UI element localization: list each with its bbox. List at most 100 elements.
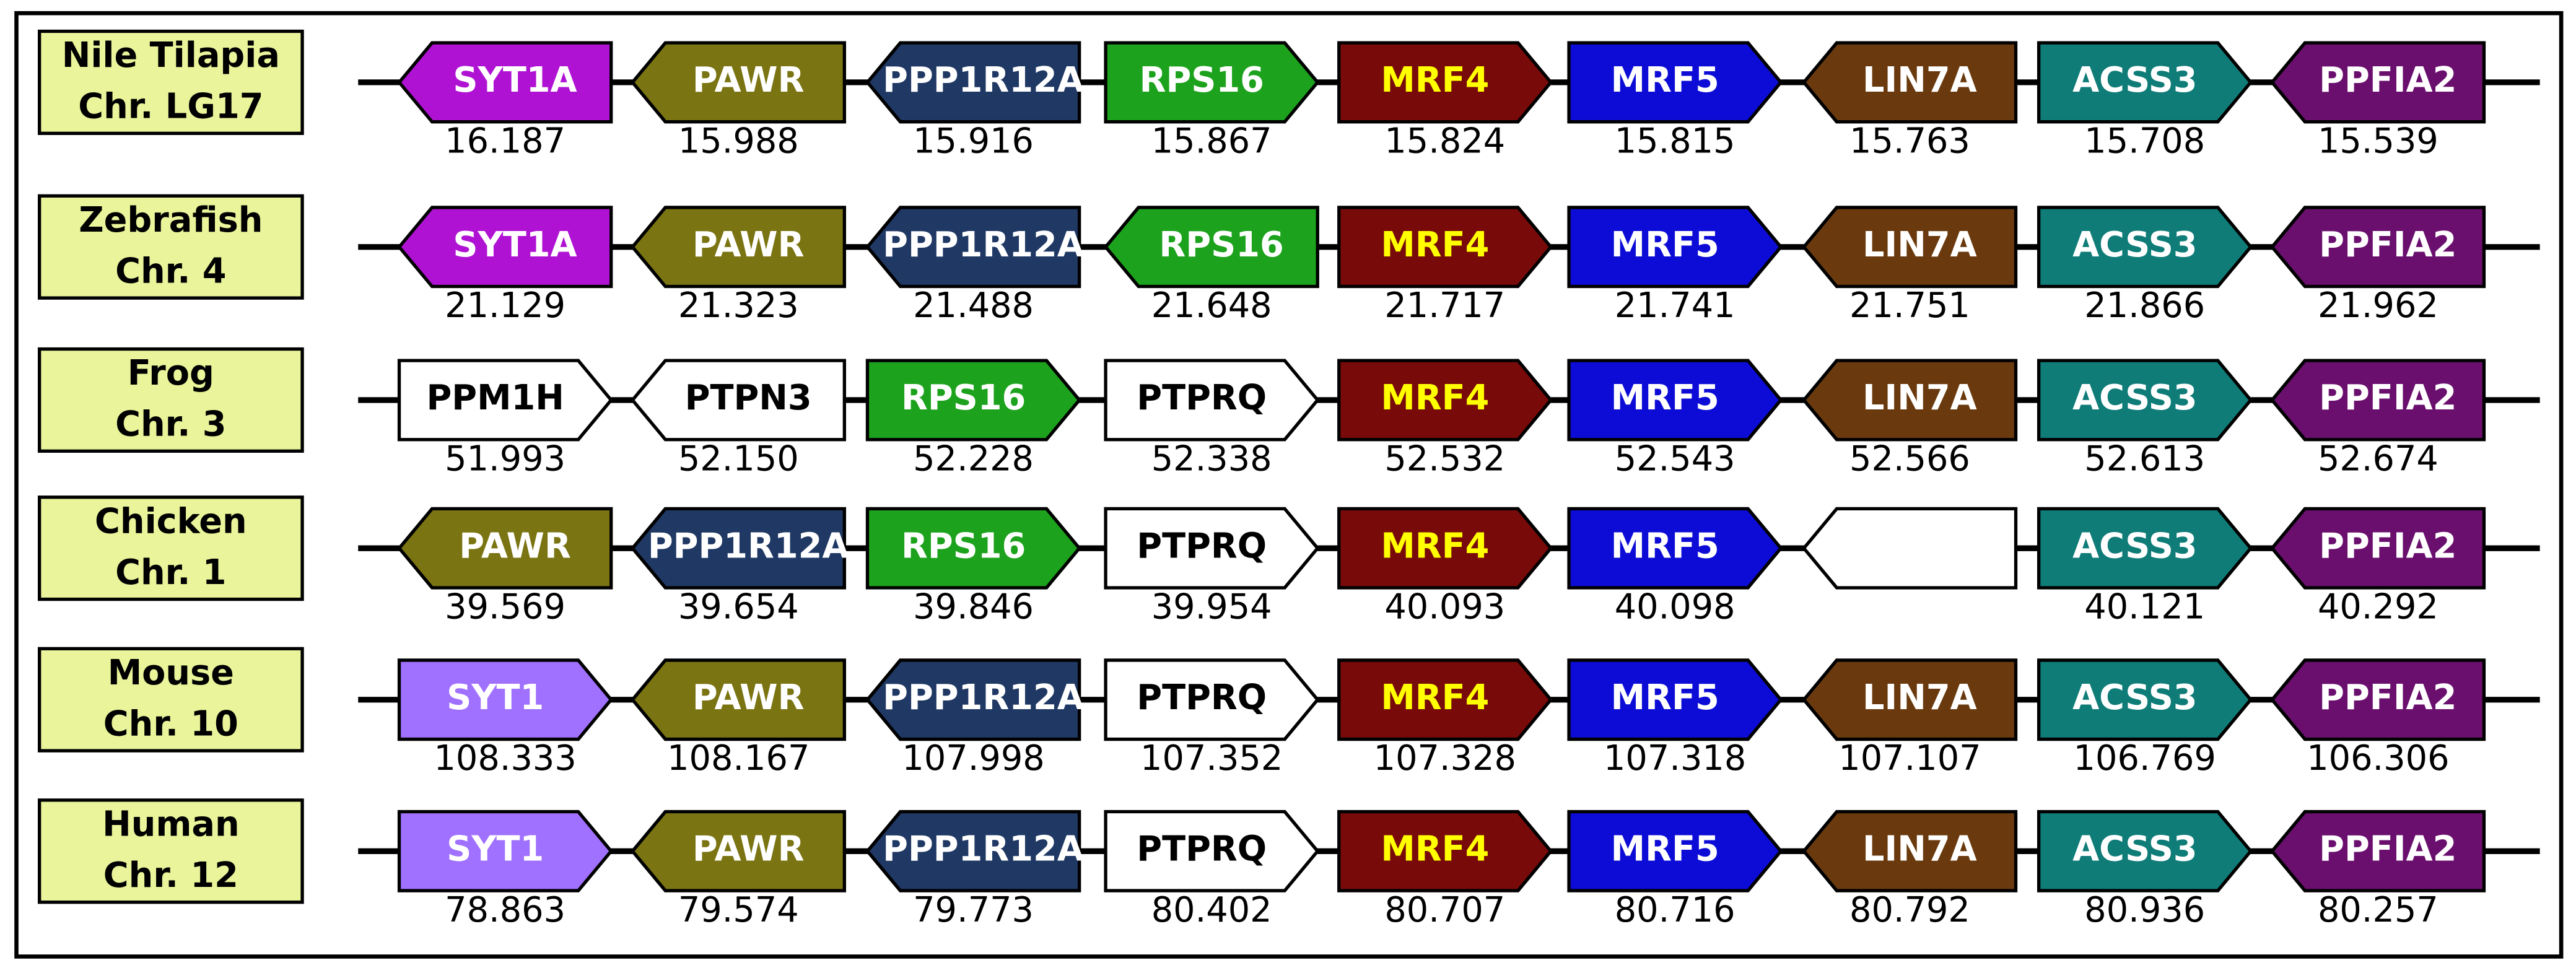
chromosome: Chr. 1	[115, 552, 226, 593]
gene-position: 21.323	[678, 286, 799, 326]
gene-arrow	[1801, 359, 2018, 442]
gene-arrow	[1567, 507, 1783, 590]
gene-arrow	[2037, 809, 2253, 892]
gene-arrow	[2037, 359, 2253, 442]
gene-position: 106.769	[2074, 738, 2216, 779]
gene-position: 15.867	[1151, 121, 1272, 161]
gene-position: 108.167	[667, 738, 810, 779]
chromosome: Chr. 3	[115, 404, 226, 445]
gene-label: ACSS3	[2072, 225, 2197, 265]
gene-arrow	[1801, 41, 2018, 124]
gene-arrow	[2269, 359, 2486, 442]
gene-arrow	[1104, 359, 1320, 442]
chromosome: Chr. LG17	[78, 87, 263, 127]
gene-position: 79.574	[678, 890, 799, 930]
gene-arrow	[1567, 809, 1783, 892]
gene-position: 21.129	[445, 286, 565, 326]
gene-arrow	[397, 359, 614, 442]
gene-position: 80.402	[1151, 890, 1272, 930]
gene-arrow	[397, 658, 614, 741]
chromosome: Chr. 10	[103, 704, 238, 744]
gene-position: 107.107	[1838, 738, 1981, 779]
gene-label: PPFIA2	[2319, 60, 2456, 100]
species-box	[38, 29, 304, 135]
gene-label: PTPN3	[685, 378, 812, 418]
species-name: Frog	[128, 353, 214, 393]
gene-label: SYT1	[447, 678, 544, 718]
species-name: Mouse	[108, 653, 234, 693]
gene-arrow	[397, 809, 614, 892]
gene-position: 39.569	[445, 587, 565, 627]
gene-arrow	[1337, 359, 1553, 442]
gene-arrow	[2037, 206, 2253, 289]
gene-label: PPP1R12A	[883, 678, 1084, 718]
gene-position: 21.717	[1384, 286, 1505, 326]
gene-arrow	[2037, 507, 2253, 590]
gene-label: RPS16	[1159, 225, 1283, 265]
gene-label: SYT1	[447, 829, 544, 869]
gene-position: 79.773	[913, 890, 1034, 930]
gene-label: PAWR	[692, 829, 805, 869]
gene-position: 106.306	[2307, 738, 2449, 779]
gene-arrow	[2269, 206, 2486, 289]
gene-position: 15.539	[2318, 121, 2438, 161]
gene-label: PPFIA2	[2319, 829, 2456, 869]
gene-arrow	[1104, 658, 1320, 741]
gene-label: RPS16	[1140, 60, 1264, 100]
gene-position: 52.543	[1615, 439, 1736, 479]
gene-label: PAWR	[459, 526, 571, 566]
gene-position: 21.962	[2318, 286, 2438, 326]
gene-position: 52.613	[2084, 439, 2205, 479]
gene-position: 16.187	[445, 121, 565, 161]
gene-label: PTPRQ	[1137, 526, 1267, 566]
gene-label: MRF5	[1611, 378, 1719, 418]
gene-label: LIN7A	[1862, 678, 1977, 718]
gene-label: PPFIA2	[2319, 526, 2456, 566]
species-box	[38, 194, 304, 300]
gene-arrow	[865, 658, 1081, 741]
gene-label: PPP1R12A	[883, 829, 1084, 869]
gene-position: 15.815	[1615, 121, 1736, 161]
gene-label: MRF5	[1611, 526, 1719, 566]
gene-arrow	[2269, 809, 2486, 892]
gene-label: PAWR	[692, 60, 805, 100]
gene-label: ACSS3	[2072, 678, 2197, 718]
gene-arrow	[865, 359, 1082, 442]
gene-position: 52.532	[1384, 439, 1505, 479]
gene-arrow	[865, 507, 1082, 590]
gene-label: MRF5	[1611, 60, 1719, 100]
gene-position: 51.993	[445, 439, 565, 479]
gene-arrow	[1567, 41, 1783, 124]
gene-arrow	[2269, 507, 2486, 590]
gene-label: MRF4	[1381, 526, 1489, 566]
chromosome: Chr. 12	[103, 855, 238, 896]
gene-position: 15.708	[2084, 121, 2205, 161]
gene-position: 40.121	[2084, 587, 2205, 627]
gene-label: RPS16	[901, 378, 1026, 418]
gene-label: PPFIA2	[2319, 678, 2456, 718]
gene-position: 15.988	[678, 121, 799, 161]
gene-label: PPP1R12A	[883, 60, 1084, 100]
gene-arrow	[630, 507, 846, 590]
gene-arrow	[865, 809, 1081, 892]
gene-position: 80.936	[2084, 890, 2205, 930]
gene-label: MRF4	[1381, 829, 1489, 869]
gene-label: MRF4	[1381, 678, 1489, 718]
gene-arrow	[865, 206, 1081, 289]
gene-position: 40.098	[1615, 587, 1736, 627]
species-name: Zebrafish	[79, 200, 263, 240]
gene-arrow	[1801, 658, 2018, 741]
gene-position: 40.093	[1384, 587, 1505, 627]
gene-arrow	[630, 359, 846, 442]
gene-label: SYT1A	[453, 60, 577, 100]
gene-label: PTPRQ	[1137, 829, 1267, 869]
gene-arrow	[1567, 658, 1783, 741]
gene-label: PAWR	[692, 678, 805, 718]
frame	[14, 11, 2564, 959]
gene-label: ACSS3	[2072, 829, 2197, 869]
gene-label: PPFIA2	[2319, 225, 2456, 265]
gene-position: 52.228	[913, 439, 1034, 479]
gene-label: MRF4	[1381, 60, 1489, 100]
species-box	[38, 495, 304, 601]
